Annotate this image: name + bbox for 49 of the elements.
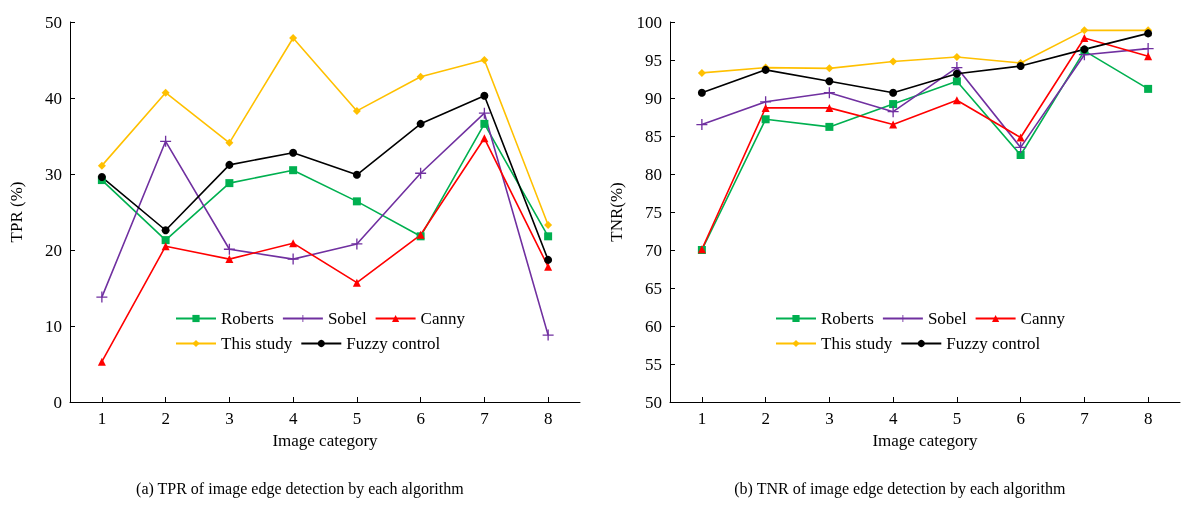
x-tick-label: 6 <box>1016 409 1025 428</box>
y-tick-label: 90 <box>645 88 662 108</box>
y-tick-label: 50 <box>645 392 662 412</box>
y-axis-title: TNR(%) <box>607 182 626 242</box>
x-tick-label: 5 <box>952 409 962 428</box>
x-tick-label: 5 <box>352 409 362 428</box>
legend-label: Roberts <box>221 309 274 328</box>
y-tick-label: 0 <box>53 392 62 412</box>
x-tick-label: 2 <box>761 409 770 428</box>
text: (a) TPR of image edge detection by each algorithm <box>136 479 465 498</box>
legend-label: Sobel <box>327 309 367 328</box>
legend-label: Fuzzy control <box>946 334 1041 353</box>
y-tick-label: 95 <box>645 50 662 70</box>
x-axis-title: Image category <box>872 430 979 450</box>
y-tick-label: 75 <box>645 202 662 222</box>
legend-label: This study <box>221 334 293 353</box>
x-tick-label: 4 <box>888 409 898 428</box>
x-tick-label: 3 <box>225 409 234 428</box>
x-tick-label: 7 <box>1080 409 1090 428</box>
y-tick-label: 60 <box>645 316 662 336</box>
legend-label: Roberts <box>821 309 874 328</box>
y-tick-label: 70 <box>645 240 662 260</box>
y-tick-label: 85 <box>645 126 662 146</box>
x-tick-label: 4 <box>288 409 298 428</box>
y-tick-label: 50 <box>45 12 62 32</box>
x-tick-label: 7 <box>480 409 490 428</box>
x-tick-label: 6 <box>416 409 425 428</box>
x-tick-label: 2 <box>161 409 170 428</box>
legend-label: Sobel <box>927 309 967 328</box>
y-tick-label: 30 <box>45 164 62 184</box>
x-tick-label: 1 <box>697 409 707 428</box>
x-tick-label: 8 <box>1143 409 1153 428</box>
y-tick-label: 80 <box>645 164 662 184</box>
y-tick-label: 20 <box>45 240 62 260</box>
y-tick-label: 65 <box>645 278 662 298</box>
y-tick-label: 100 <box>636 12 662 32</box>
x-tick-label: 3 <box>825 409 834 428</box>
legend-label: Canny <box>420 309 466 328</box>
legend-label: This study <box>821 334 893 353</box>
x-tick-label: 8 <box>543 409 553 428</box>
x-tick-label: 1 <box>97 409 107 428</box>
legend-label: Fuzzy control <box>346 334 441 353</box>
y-tick-label: 40 <box>45 88 62 108</box>
y-tick-label: 55 <box>645 354 662 374</box>
y-tick-label: 10 <box>45 316 62 336</box>
x-axis-title: Image category <box>272 430 379 450</box>
text: (b) TNR of image edge detection by each algorithm <box>734 479 1066 498</box>
y-axis-title: TPR (%) <box>7 181 26 243</box>
legend-label: Canny <box>1020 309 1066 328</box>
